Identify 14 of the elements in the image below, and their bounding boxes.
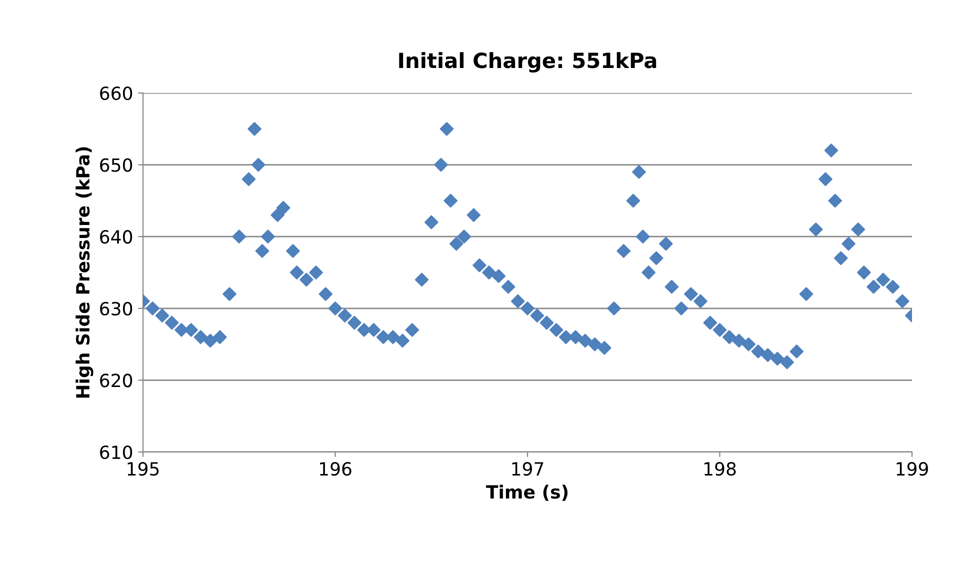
x-tick-label: 196 (320, 462, 352, 476)
x-axis-title: Time (s) (486, 484, 568, 501)
y-axis-title: High Side Pressure (kPa) (76, 147, 94, 398)
y-tick-label: 630 (100, 302, 132, 316)
y-tick-label: 650 (100, 158, 132, 172)
y-tick-label: 640 (100, 230, 132, 244)
chart-title: Initial Charge: 551kPa (399, 52, 656, 72)
x-tick-label: 199 (896, 462, 928, 476)
x-tick-label: 198 (704, 462, 736, 476)
y-tick-label: 610 (100, 445, 132, 460)
y-tick-label: 660 (100, 86, 132, 100)
y-tick-label: 620 (100, 374, 132, 388)
x-tick-label: 197 (512, 462, 544, 476)
x-tick-label: 195 (128, 462, 159, 476)
